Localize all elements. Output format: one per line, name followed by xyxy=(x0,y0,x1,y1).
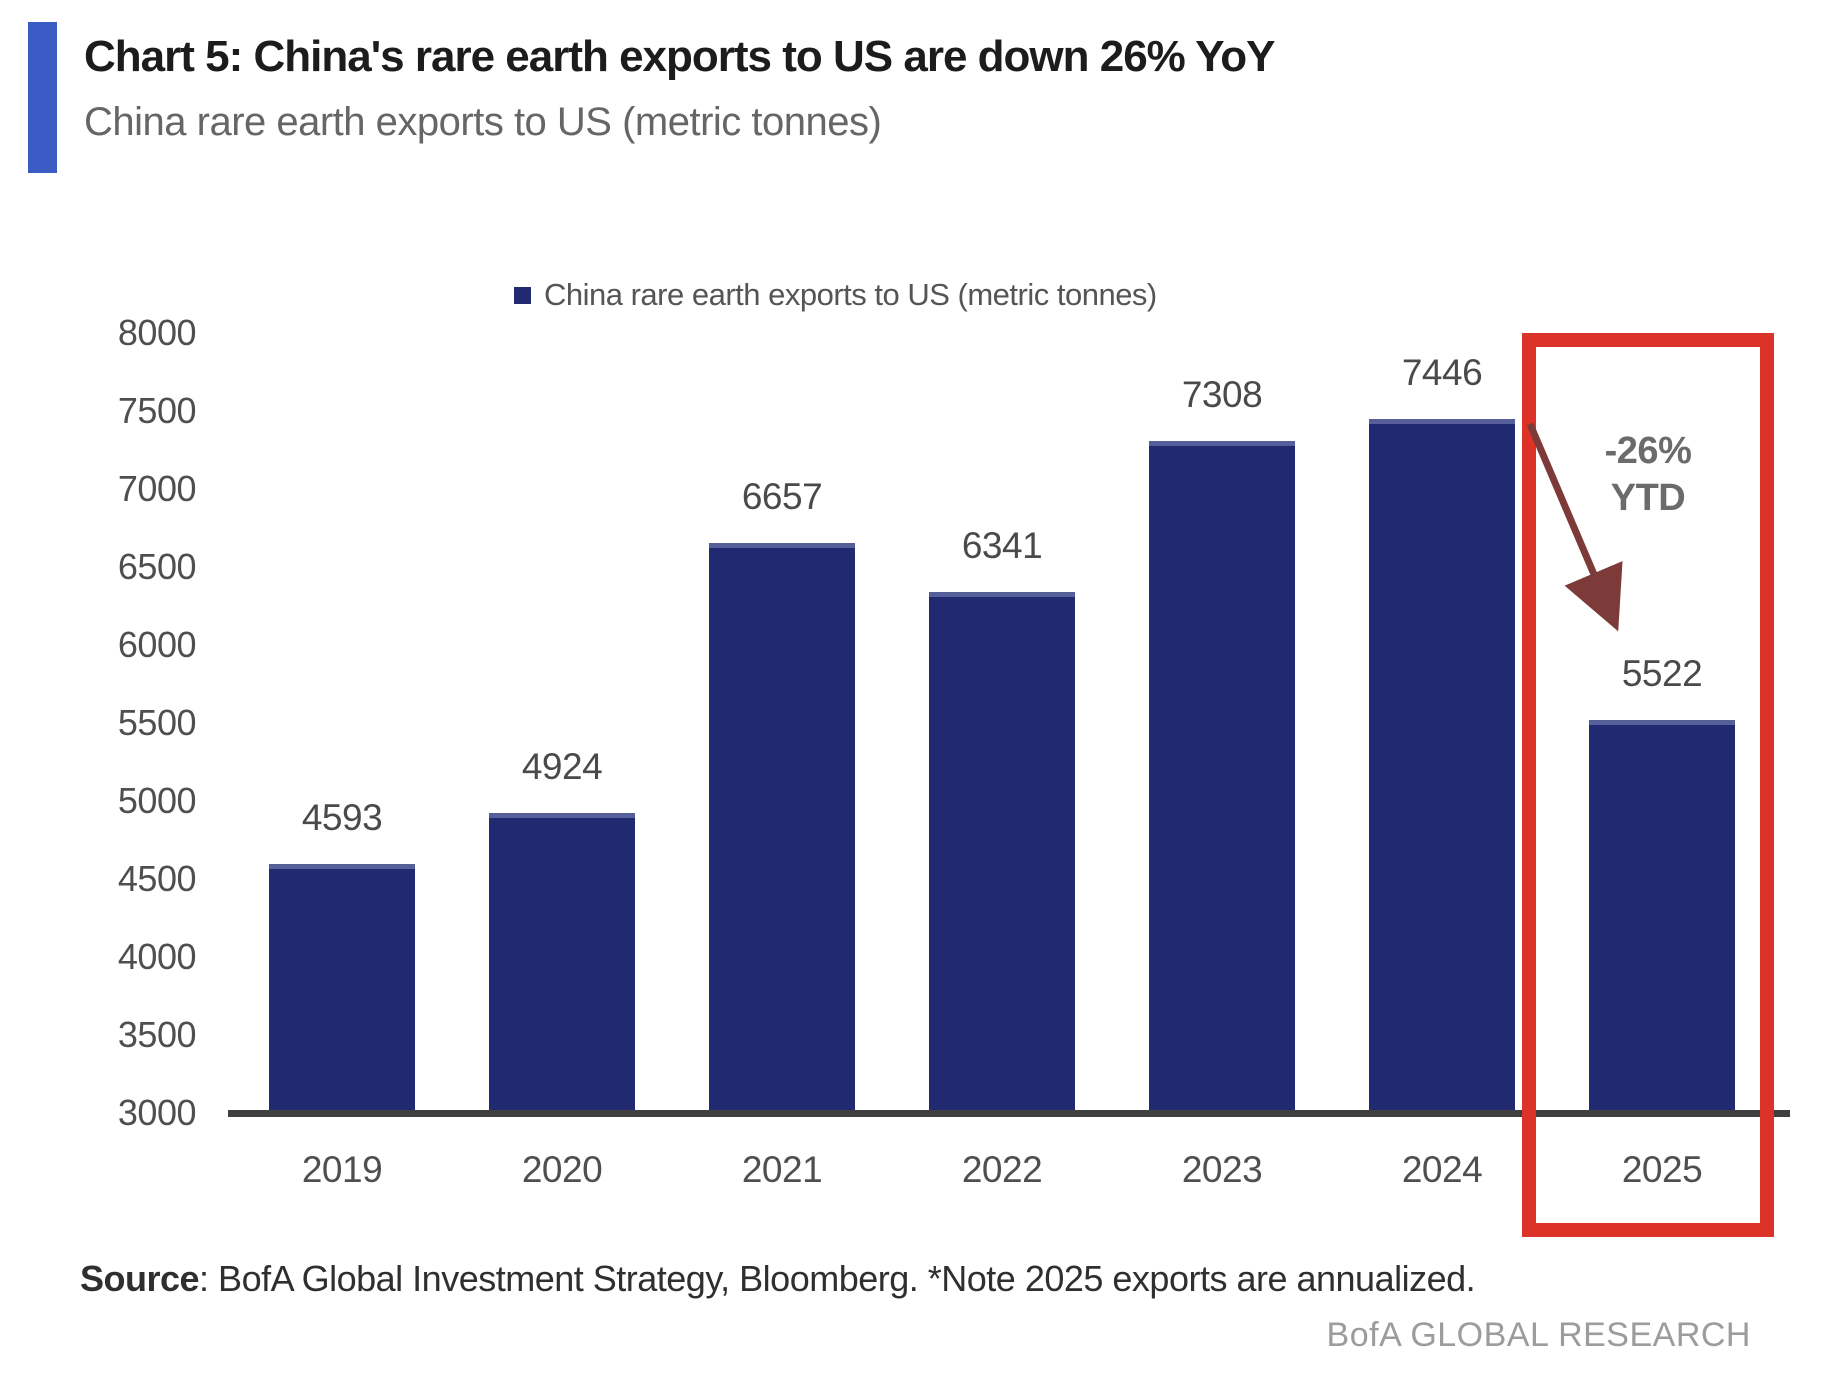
yoy-annotation-line1: -26% xyxy=(1604,430,1692,472)
bar-2024 xyxy=(1369,419,1515,1113)
chart-subtitle: China rare earth exports to US (metric t… xyxy=(84,100,882,144)
yoy-annotation: -26% YTD xyxy=(1578,428,1718,522)
chart-title: Chart 5: China's rare earth exports to U… xyxy=(84,32,1276,81)
y-axis-label: 4500 xyxy=(117,858,197,899)
title-accent-bar xyxy=(28,22,57,173)
y-axis-label: 7000 xyxy=(117,468,197,509)
y-axis-label: 8000 xyxy=(117,312,197,353)
brand-watermark: BofA GLOBAL RESEARCH xyxy=(1326,1316,1751,1354)
source-text: : BofA Global Investment Strategy, Bloom… xyxy=(199,1258,1476,1299)
y-axis-label: 3000 xyxy=(117,1092,197,1133)
source-label: Source xyxy=(80,1258,200,1299)
bar-value-label: 6341 xyxy=(961,524,1043,566)
decline-arrow-icon xyxy=(1526,422,1623,632)
x-axis-label: 2022 xyxy=(961,1149,1043,1190)
bar-2023 xyxy=(1149,440,1295,1113)
bar-2021 xyxy=(709,542,855,1113)
y-axis-label: 6000 xyxy=(117,624,197,665)
bar-2022 xyxy=(929,591,1075,1113)
bar-value-label: 4593 xyxy=(301,797,383,839)
bar-value-label: 5522 xyxy=(1621,652,1703,694)
yoy-annotation-line2: YTD xyxy=(1610,477,1686,519)
legend-label: China rare earth exports to US (metric t… xyxy=(544,277,1157,312)
source-note: Source: BofA Global Investment Strategy,… xyxy=(80,1258,1476,1300)
y-axis-label: 5500 xyxy=(117,702,197,743)
y-axis-label: 3500 xyxy=(117,1014,197,1055)
bar-2020 xyxy=(489,812,635,1113)
x-axis-line xyxy=(228,1110,1790,1117)
bar-2019 xyxy=(269,864,415,1113)
y-axis-label: 6500 xyxy=(117,546,197,587)
legend: China rare earth exports to US (metric t… xyxy=(514,272,1157,318)
bar-value-label: 7446 xyxy=(1401,352,1483,394)
x-axis-label: 2023 xyxy=(1181,1149,1263,1190)
x-axis-label: 2024 xyxy=(1401,1149,1483,1190)
x-axis-label: 2025 xyxy=(1621,1149,1703,1190)
bar-value-label: 6657 xyxy=(741,475,823,517)
bar-value-label: 4924 xyxy=(521,745,603,787)
x-axis-label: 2021 xyxy=(741,1149,823,1190)
legend-marker-icon xyxy=(514,286,531,304)
bar-value-label: 7308 xyxy=(1181,373,1263,415)
x-axis-label: 2020 xyxy=(521,1149,603,1190)
y-axis-label: 4000 xyxy=(117,936,197,977)
y-axis-label: 5000 xyxy=(117,780,197,821)
bar-2025 xyxy=(1589,719,1735,1113)
highlight-box-2025 xyxy=(1522,333,1774,1237)
y-axis-label: 7500 xyxy=(117,390,197,431)
x-axis-label: 2019 xyxy=(301,1149,383,1190)
